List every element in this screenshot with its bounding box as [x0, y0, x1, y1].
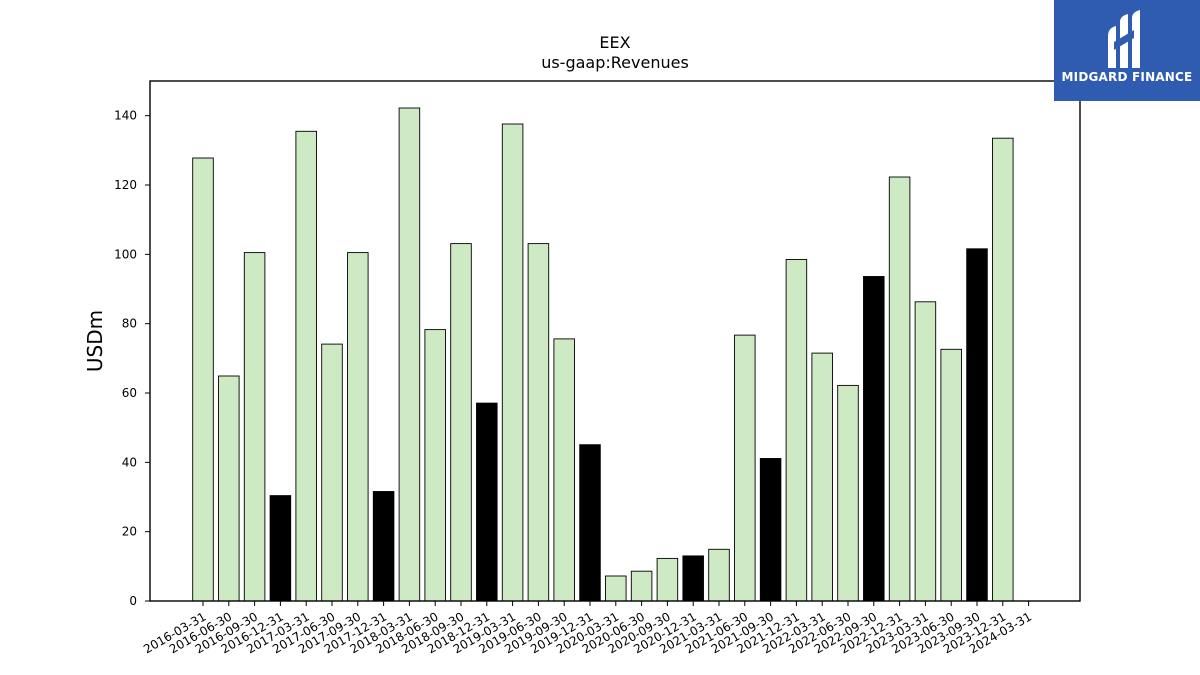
bar-2016-06-30 [218, 375, 240, 602]
y-tick-label: 60 [122, 386, 137, 400]
x-ticks-group: 2016-03-312016-06-302016-09-302016-12-31… [141, 601, 1034, 656]
bar-2018-06-30 [424, 329, 446, 602]
y-tick-label: 20 [122, 525, 137, 539]
midgard-finance-logo: MIDGARD FINANCE [1054, 0, 1200, 101]
y-tick-label: 120 [114, 178, 137, 192]
plot-frame [149, 80, 1081, 602]
bar-2018-09-30 [450, 243, 472, 602]
bar-2022-03-31 [811, 352, 833, 602]
bar-2021-09-30 [759, 458, 782, 602]
chart-subtitle: us-gaap:Revenues [541, 53, 689, 72]
bar-2023-12-31 [992, 137, 1014, 602]
bar-2023-03-31 [914, 301, 937, 602]
logo-mark-icon [1108, 10, 1140, 68]
bar-2022-06-30 [837, 384, 859, 602]
bar-2019-12-31 [579, 444, 601, 602]
y-tick-label: 80 [122, 317, 137, 331]
bars-group [192, 107, 1014, 602]
logo-text: MIDGARD FINANCE [1061, 70, 1193, 84]
y-tick-label: 40 [122, 455, 137, 469]
y-axis-label: USDm [83, 310, 107, 372]
bar-2019-06-30 [527, 243, 550, 602]
bar-2023-06-30 [940, 348, 962, 602]
bar-2020-03-31 [605, 575, 627, 602]
y-tick-label: 0 [129, 594, 137, 608]
bar-2018-12-31 [476, 402, 498, 602]
bar-2020-06-30 [630, 570, 653, 602]
bar-2019-09-30 [553, 338, 575, 602]
bar-2019-03-31 [501, 123, 524, 602]
bar-2018-03-31 [398, 107, 421, 602]
bar-2016-12-31 [269, 495, 292, 602]
bar-2017-03-31 [295, 130, 317, 602]
y-ticks-group: 0 20 40 60 80 100 120 140 [114, 109, 150, 608]
bar-2021-03-31 [708, 548, 730, 602]
bar-2016-03-31 [192, 157, 214, 602]
bar-2022-09-30 [863, 276, 885, 602]
y-tick-label: 100 [114, 247, 137, 261]
bar-2022-12-31 [888, 176, 911, 602]
bar-2017-12-31 [372, 491, 395, 602]
bar-2023-09-30 [966, 248, 988, 602]
bar-2020-09-30 [656, 557, 679, 602]
bar-2016-09-30 [243, 252, 266, 602]
bar-2020-12-31 [682, 555, 704, 602]
bar-2021-12-31 [785, 259, 808, 602]
bar-2017-06-30 [321, 343, 343, 602]
chart-title: EEX [599, 33, 630, 52]
bar-2017-09-30 [347, 252, 369, 602]
bar-2021-06-30 [734, 334, 756, 602]
y-tick-label: 140 [114, 109, 137, 123]
